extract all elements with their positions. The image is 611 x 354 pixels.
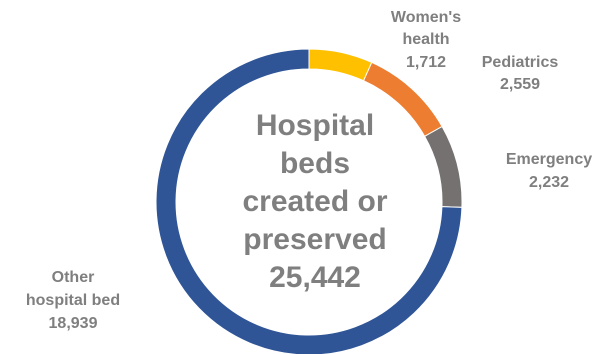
- center-text-line-3: created or: [242, 185, 388, 218]
- center-text-line-4: preserved: [243, 223, 387, 256]
- center-total-value: 25,442: [269, 261, 361, 294]
- value-womens-health: 1,712: [405, 54, 447, 71]
- value-pediatrics: 2,559: [499, 76, 541, 93]
- label-other-line-1: Other: [51, 269, 95, 286]
- center-text-line-1: Hospital: [255, 109, 375, 142]
- label-pediatrics: Pediatrics: [481, 54, 559, 71]
- label-womens-health-line-2: health: [402, 31, 450, 48]
- slice-other-hospital-bed: [155, 48, 463, 354]
- donut-slices: [155, 48, 463, 354]
- label-womens-health-line-1: Women's: [390, 9, 462, 26]
- label-other-line-2: hospital bed: [25, 292, 121, 309]
- slice-womens-health: [308, 48, 373, 82]
- label-emergency: Emergency: [505, 151, 593, 168]
- value-other: 18,939: [48, 315, 98, 332]
- slice-emergency: [424, 125, 463, 208]
- value-emergency: 2,232: [528, 174, 570, 191]
- center-text-line-2: beds: [279, 147, 351, 180]
